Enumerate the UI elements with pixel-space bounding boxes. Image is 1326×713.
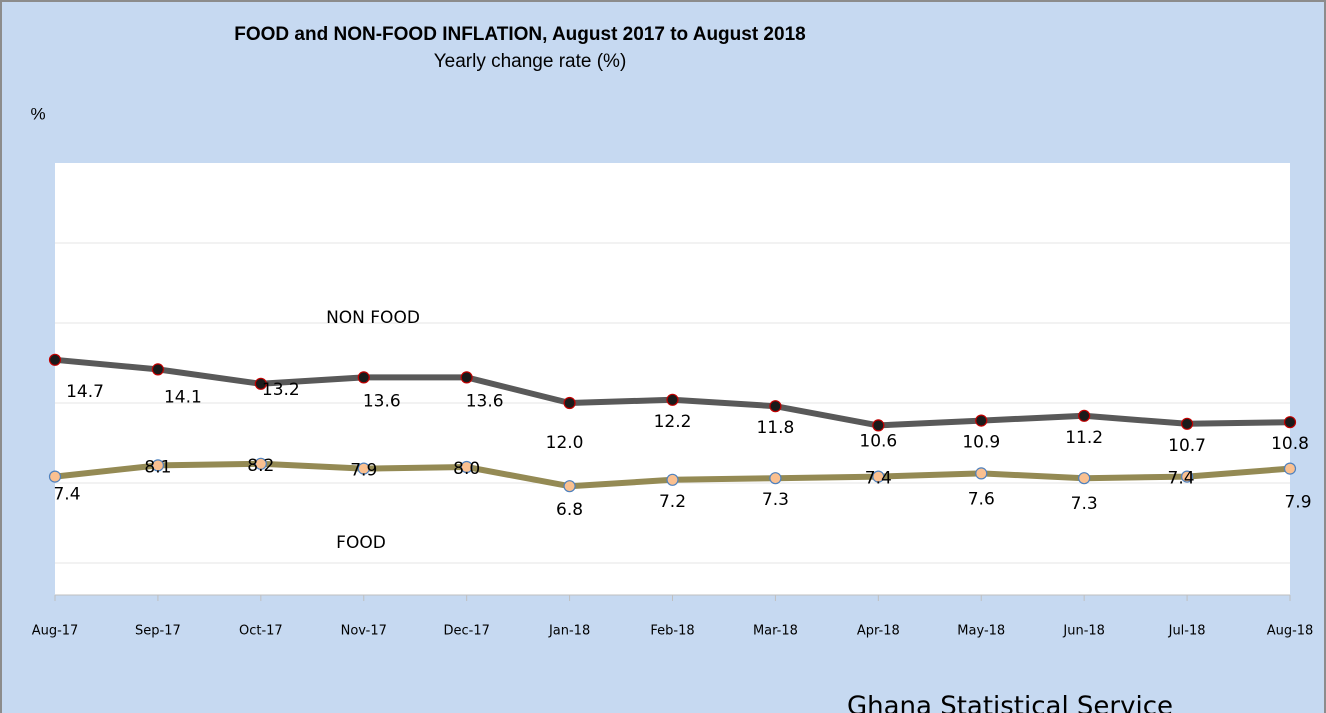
source: Ghana Statistical Service (847, 692, 1173, 713)
x-tick-label: Jul-18 (1168, 624, 1206, 639)
y-axis-label: % (30, 104, 45, 123)
data-label: 6.8 (556, 500, 583, 520)
data-label: 14.7 (66, 382, 104, 402)
data-label: 14.1 (164, 387, 202, 407)
x-tick-label: Oct-17 (239, 624, 283, 639)
data-point (1283, 462, 1297, 475)
data-label: 7.9 (1284, 493, 1311, 513)
data-label: 12.0 (546, 433, 584, 453)
chart-title: FOOD and NON-FOOD INFLATION, August 2017… (234, 24, 805, 45)
x-tick-label: Feb-18 (650, 624, 694, 639)
data-point (872, 419, 885, 432)
data-label: 7.9 (350, 461, 377, 481)
data-point (357, 462, 370, 475)
data-point (769, 472, 782, 485)
x-tick-label: Nov-17 (341, 624, 387, 639)
x-tick-label: Aug-18 (1267, 624, 1314, 639)
data-label: 13.6 (363, 391, 401, 411)
data-point (254, 377, 267, 390)
data-label: 7.4 (865, 469, 892, 489)
data-point (357, 371, 370, 384)
data-point (769, 400, 782, 413)
data-point (1078, 472, 1091, 485)
data-label: 10.7 (1168, 436, 1206, 456)
data-label: 8.1 (144, 457, 171, 477)
data-label: 10.9 (962, 433, 1000, 453)
data-label: 7.4 (1168, 469, 1195, 489)
data-point (975, 414, 988, 427)
data-point (666, 473, 679, 486)
data-point (1180, 470, 1194, 483)
x-tick-label: Apr-18 (857, 624, 900, 639)
data-label: 10.8 (1271, 434, 1309, 454)
data-label: 10.6 (859, 431, 897, 451)
data-point (563, 480, 576, 493)
data-label: 7.6 (968, 489, 995, 509)
series-label: FOOD (336, 533, 386, 553)
data-label: 7.2 (659, 492, 686, 512)
series-label: NON FOOD (326, 308, 420, 328)
data-point (460, 371, 473, 384)
data-point (48, 353, 62, 366)
data-label: 7.4 (53, 485, 80, 505)
data-point (563, 396, 576, 410)
data-label: 7.3 (762, 490, 789, 510)
data-point (666, 393, 679, 406)
data-point (460, 460, 473, 474)
x-tick-label: Sep-17 (135, 624, 181, 639)
chart-subtitle: Yearly change rate (%) (434, 51, 627, 72)
x-tick-label: Dec-17 (443, 624, 489, 639)
data-point (1283, 416, 1297, 429)
data-label: 11.2 (1065, 428, 1103, 448)
data-label: 13.2 (262, 380, 300, 400)
x-tick-label: May-18 (957, 624, 1005, 639)
data-point (151, 363, 165, 376)
data-point (1078, 409, 1091, 422)
data-point (975, 467, 988, 480)
data-label: 12.2 (654, 412, 692, 432)
x-tick-label: Aug-17 (32, 624, 79, 639)
data-point (1180, 417, 1194, 430)
data-label: 8.2 (247, 456, 274, 476)
data-label: 8.0 (453, 459, 480, 479)
data-point (151, 459, 165, 472)
data-label: 11.8 (756, 418, 794, 438)
data-label: 13.6 (466, 391, 504, 411)
data-point (872, 470, 885, 483)
x-tick-label: Jan-18 (548, 624, 590, 639)
x-tick-label: Jun-18 (1062, 624, 1105, 639)
x-tick-label: Mar-18 (753, 624, 798, 639)
data-point (254, 457, 267, 470)
data-point (48, 470, 62, 483)
data-label: 7.3 (1071, 494, 1098, 514)
